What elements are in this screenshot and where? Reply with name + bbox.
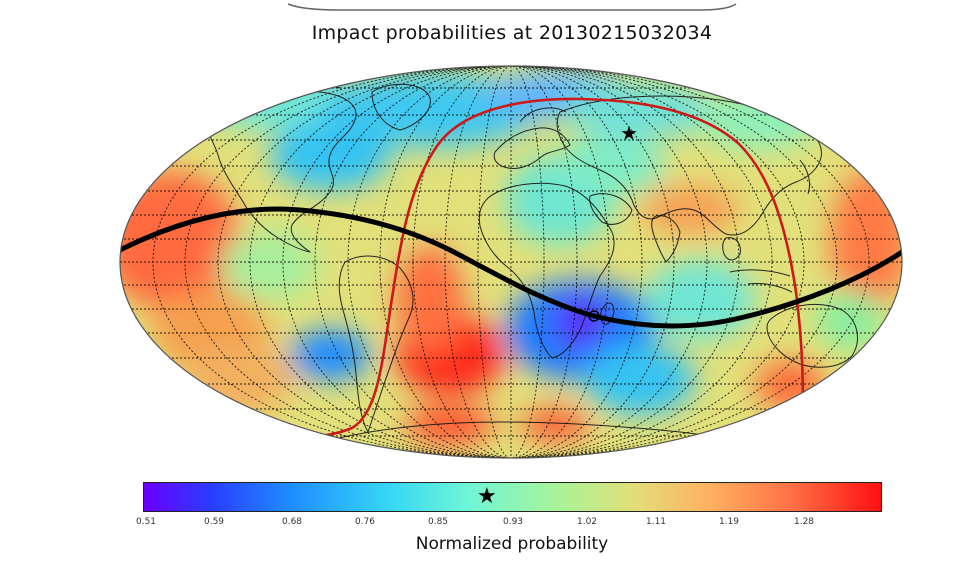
ground-track-curve <box>120 206 902 329</box>
probability-field <box>120 66 902 458</box>
map-outline <box>119 65 903 459</box>
colorbar-star-icon: ★ <box>477 484 497 509</box>
colorbar-tick: 1.02 <box>576 517 598 527</box>
colorbar-tick: 1.28 <box>793 517 815 527</box>
colorbar-tick: 1.19 <box>718 517 740 527</box>
track-point-marker <box>588 310 600 322</box>
colorbar-label: Normalized probability <box>415 534 609 554</box>
visibility-boundary-curve <box>214 97 805 440</box>
colorbar-tick: 0.93 <box>502 517 524 527</box>
colorbar-tick: 1.11 <box>645 517 667 527</box>
world-map: ★ <box>119 3 903 459</box>
colorbar-tick: 0.68 <box>281 517 303 527</box>
map-title: Impact probabilities at 20130215032034 <box>311 22 713 44</box>
colorbar-tick: 0.76 <box>354 517 376 527</box>
colorbar-tick: 0.51 <box>135 517 157 527</box>
event-star-icon: ★ <box>620 121 638 145</box>
colorbar-tick: 0.85 <box>427 517 449 527</box>
colorbar <box>143 482 882 512</box>
top-bracket-fragment <box>287 3 737 11</box>
colorbar-tick: 0.59 <box>203 517 225 527</box>
graticule <box>120 66 902 458</box>
